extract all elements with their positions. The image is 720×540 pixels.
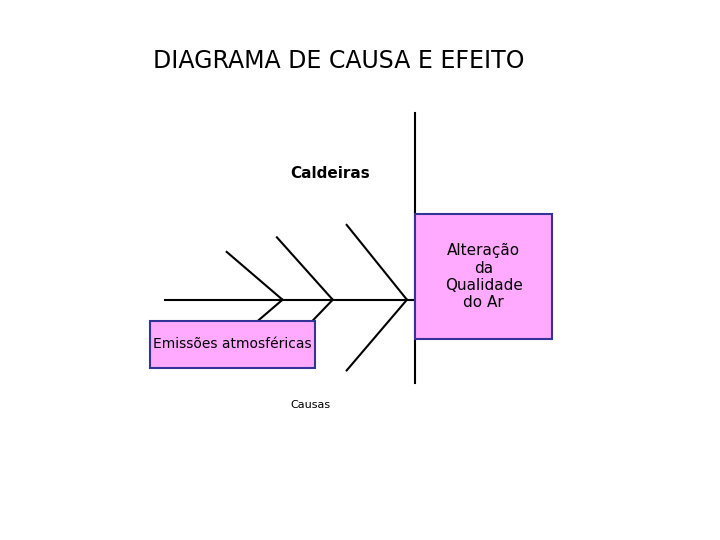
Text: DIAGRAMA DE CAUSA E EFEITO: DIAGRAMA DE CAUSA E EFEITO <box>153 49 524 72</box>
Text: Caldeiras: Caldeiras <box>290 166 370 181</box>
Bar <box>415 214 552 339</box>
Text: Emissões atmosféricas: Emissões atmosféricas <box>153 338 312 352</box>
Text: Alteração
da
Qualidade
do Ar: Alteração da Qualidade do Ar <box>445 243 523 310</box>
Bar <box>150 321 315 368</box>
Text: Causas: Causas <box>290 400 330 409</box>
